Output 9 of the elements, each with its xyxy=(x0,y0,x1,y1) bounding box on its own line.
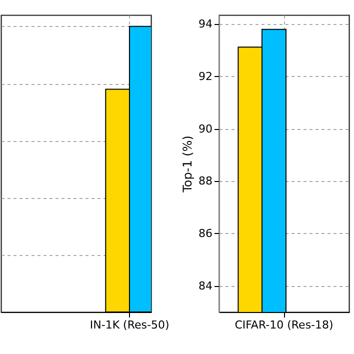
y-tick-label: 84 xyxy=(198,279,212,292)
x-tick-label: IN-1K (Res-50) xyxy=(90,318,170,332)
y-tick-label: 86 xyxy=(198,227,212,240)
y-tick-label: 88 xyxy=(198,174,212,188)
y-tick-label: 90 xyxy=(198,122,212,136)
x-tick-label: CIFAR-10 (Res-18) xyxy=(234,318,334,332)
y-axis-title: Top-1 (%) xyxy=(180,136,195,194)
y-tick-label: 92 xyxy=(198,70,212,83)
y-tick-label: 94 xyxy=(198,18,212,31)
